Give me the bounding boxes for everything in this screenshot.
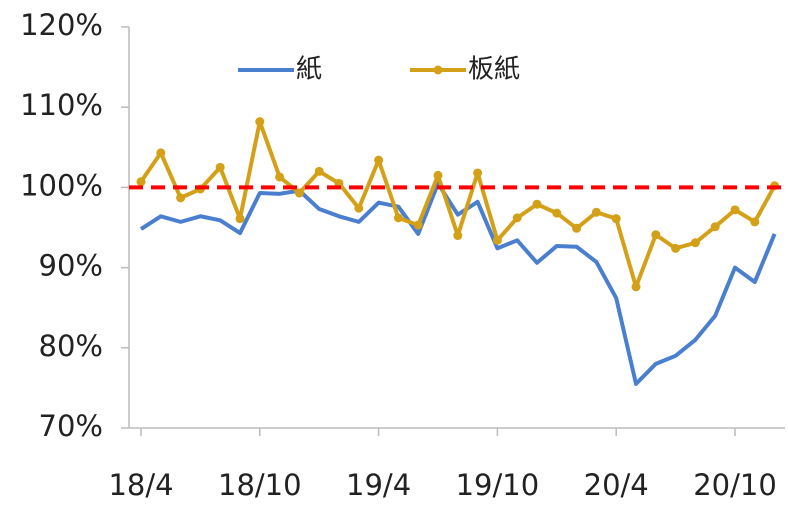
point (314, 166, 324, 176)
point (275, 172, 285, 182)
point (255, 117, 265, 127)
point (591, 207, 601, 217)
point (631, 282, 641, 292)
point (492, 235, 502, 245)
point (413, 220, 423, 230)
y-tick-label: 110% (20, 88, 103, 122)
point (552, 208, 562, 218)
x-tick-label: 18/10 (218, 468, 302, 502)
point (651, 230, 661, 240)
x-tick-label: 20/10 (693, 468, 777, 502)
legend-label: 板紙 (468, 55, 520, 85)
y-tick-label: 100% (20, 168, 103, 202)
y-tick-label: 90% (39, 249, 103, 283)
y-tick-label: 80% (39, 329, 103, 363)
point (671, 243, 681, 253)
point (433, 170, 443, 180)
point (750, 217, 760, 227)
legend-marker (433, 65, 443, 75)
point (512, 213, 522, 223)
x-tick-label: 19/10 (456, 468, 540, 502)
point (690, 238, 700, 248)
point (215, 162, 225, 172)
point (354, 203, 364, 213)
legend-label: 紙 (296, 55, 322, 85)
point (235, 214, 245, 224)
point (176, 193, 186, 203)
point (730, 205, 740, 215)
point (572, 223, 582, 233)
point (294, 188, 304, 198)
y-tick-label: 120% (20, 8, 103, 42)
y-tick-label: 70% (39, 409, 103, 443)
point (611, 214, 621, 224)
point (710, 222, 720, 232)
point (532, 199, 542, 209)
x-tick-label: 19/4 (346, 468, 411, 502)
series-line (139, 181, 777, 386)
point (473, 168, 483, 178)
x-tick-label: 18/4 (108, 468, 173, 502)
point (156, 148, 166, 158)
point (136, 177, 146, 187)
series-line (139, 119, 777, 289)
point (453, 231, 463, 241)
x-tick-label: 20/4 (584, 468, 649, 502)
point (393, 213, 403, 223)
point (374, 155, 384, 165)
